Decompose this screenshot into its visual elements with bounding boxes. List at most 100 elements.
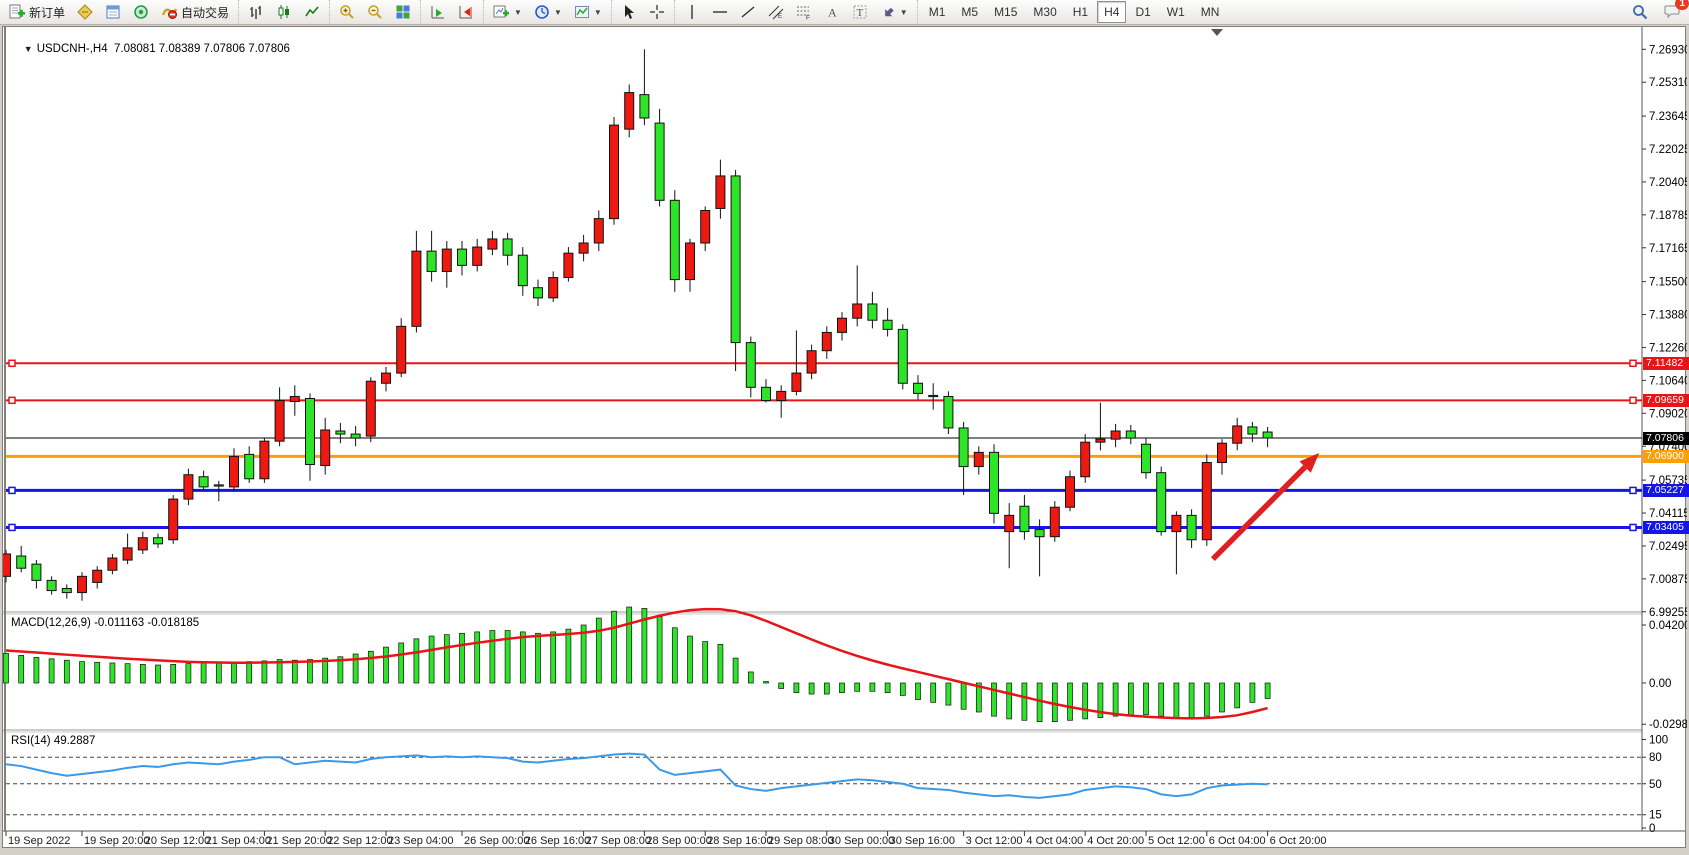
- vline-icon: [684, 4, 700, 20]
- line-anchor-marker[interactable]: [1629, 486, 1637, 495]
- line-anchor-marker[interactable]: [1629, 396, 1637, 405]
- macd-axis-tick: 0.042001: [1649, 620, 1687, 632]
- line-anchor-marker[interactable]: [8, 359, 16, 368]
- period-button-m15[interactable]: M15: [994, 5, 1018, 19]
- horizontal-line-tool-button[interactable]: [707, 0, 733, 24]
- profiles-button[interactable]: ▼: [529, 0, 567, 24]
- candle-body: [3, 553, 11, 577]
- line-chart-button[interactable]: [299, 0, 325, 24]
- line-anchor-marker[interactable]: [1629, 523, 1637, 532]
- macd-histogram-bar: [991, 682, 997, 717]
- macd-histogram-bar: [94, 661, 101, 684]
- period-button-h1[interactable]: H1: [1072, 5, 1089, 19]
- chat-button[interactable]: 1: [1664, 0, 1689, 22]
- macd-histogram-bar: [398, 642, 405, 684]
- line-anchor-marker[interactable]: [1629, 359, 1637, 368]
- search-icon[interactable]: [1627, 0, 1653, 24]
- fibonacci-tool-button[interactable]: F: [791, 0, 817, 24]
- macd-histogram-bar: [595, 617, 602, 684]
- macd-histogram-bar: [869, 682, 876, 692]
- period-button-mn[interactable]: MN: [1200, 5, 1220, 19]
- new-order-icon: [9, 4, 26, 20]
- candle-body: [229, 455, 239, 488]
- macd-histogram-bar: [291, 659, 298, 684]
- new-order-button[interactable]: 新订单: [4, 0, 70, 24]
- time-axis-label: 6 Oct 04:00: [1209, 835, 1266, 847]
- time-axis-label: 21 Sep 20:00: [266, 835, 331, 847]
- chart-canvas[interactable]: 7.26930 7.25310 7.23645 7.22025 7.20405 7.187…: [3, 27, 1687, 847]
- dropdown-caret-icon[interactable]: ▼: [553, 7, 562, 17]
- period-button-m30[interactable]: M30: [1033, 5, 1057, 19]
- chart-shift-button[interactable]: [453, 0, 479, 24]
- period-button-h4[interactable]: H4: [1097, 1, 1127, 23]
- time-axis-label: 3 Oct 12:00: [966, 835, 1023, 847]
- candlestick-button[interactable]: [271, 0, 297, 24]
- candle-body: [122, 547, 133, 561]
- toolbar-group-1: [238, 0, 329, 24]
- price-axis-tick: 7.26930: [1649, 44, 1687, 56]
- period-button-m5[interactable]: M5: [961, 5, 979, 19]
- candle-body: [593, 218, 604, 244]
- chart-window[interactable]: 7.26930 7.25310 7.23645 7.22025 7.20405 7.187…: [2, 26, 1689, 848]
- trend-arrow[interactable]: [1210, 465, 1308, 562]
- macd-histogram-bar: [930, 682, 937, 703]
- macd-histogram-bar: [626, 606, 633, 684]
- dropdown-caret-icon[interactable]: ▼: [514, 7, 522, 17]
- text-label-tool-button[interactable]: T: [847, 0, 873, 24]
- text-tool-button[interactable]: A: [819, 0, 845, 24]
- period-button-d1[interactable]: D1: [1135, 5, 1151, 19]
- line-anchor-marker[interactable]: [8, 486, 16, 495]
- navigator-button[interactable]: [128, 0, 154, 24]
- cursor-tool-button[interactable]: [616, 0, 642, 24]
- macd-histogram-bar: [170, 664, 177, 684]
- candle-body: [289, 395, 300, 403]
- candle-body: [472, 246, 483, 266]
- new-chart-button[interactable]: ▼: [488, 0, 527, 24]
- indicators-button[interactable]: ▼: [569, 0, 607, 24]
- line-anchor-marker[interactable]: [8, 396, 16, 405]
- macd-histogram-bar: [1158, 682, 1165, 717]
- candle-body: [989, 451, 999, 514]
- price-badge-7.05227: 7.05227: [1643, 483, 1689, 497]
- crosshair-tool-button[interactable]: [644, 0, 670, 24]
- bar-chart-button[interactable]: [243, 0, 269, 24]
- time-axis-label: 30 Sep 00:00: [829, 835, 894, 847]
- dropdown-caret-icon[interactable]: ▼: [593, 7, 602, 17]
- line-anchor-marker[interactable]: [8, 523, 16, 532]
- equidistant-channel-tool-button[interactable]: E: [763, 0, 789, 24]
- candle-body: [426, 250, 437, 272]
- time-axis-label: 19 Sep 2022: [8, 835, 70, 847]
- macd-histogram-bar: [1143, 682, 1149, 716]
- trend-arrow-head[interactable]: [1299, 452, 1320, 473]
- trendline-tool-button[interactable]: [735, 0, 761, 24]
- macd-histogram-bar: [1203, 682, 1210, 717]
- vertical-line-tool-button[interactable]: [679, 0, 705, 24]
- market-watch-button[interactable]: [72, 0, 98, 24]
- auto-trading-button[interactable]: 自动交易: [156, 0, 234, 24]
- auto-scroll-icon: [430, 4, 446, 20]
- period-button-w1[interactable]: W1: [1166, 5, 1185, 19]
- time-axis-label: 6 Oct 20:00: [1270, 835, 1327, 847]
- zoom-out-button[interactable]: [362, 0, 388, 24]
- auto-scroll-button[interactable]: [425, 0, 451, 24]
- chart-shift-icon: [458, 4, 474, 20]
- candle-body: [806, 350, 817, 374]
- macd-histogram-bar: [459, 632, 465, 684]
- candle-body: [396, 325, 407, 374]
- tile-windows-button[interactable]: [390, 0, 416, 24]
- price-axis-tick: 7.13880: [1649, 310, 1687, 322]
- price-axis-tick: 7.20405: [1649, 177, 1687, 189]
- new-order-button-label: 新订单: [29, 5, 66, 20]
- dropdown-caret-icon[interactable]: ▼: [899, 7, 908, 17]
- zoom-in-button[interactable]: [334, 0, 360, 24]
- arrows-tool-button[interactable]: ▼: [875, 0, 913, 24]
- time-axis-label: 20 Sep 12:00: [145, 835, 210, 847]
- period-button-m1[interactable]: M1: [928, 5, 946, 19]
- candle-body: [791, 372, 802, 392]
- candle-body: [745, 342, 756, 388]
- chart-shift-marker-icon[interactable]: [1211, 29, 1223, 36]
- data-window-button[interactable]: [100, 0, 126, 24]
- candle-body: [1065, 476, 1075, 508]
- macd-histogram-bar: [854, 682, 861, 692]
- macd-histogram-bar: [823, 682, 830, 695]
